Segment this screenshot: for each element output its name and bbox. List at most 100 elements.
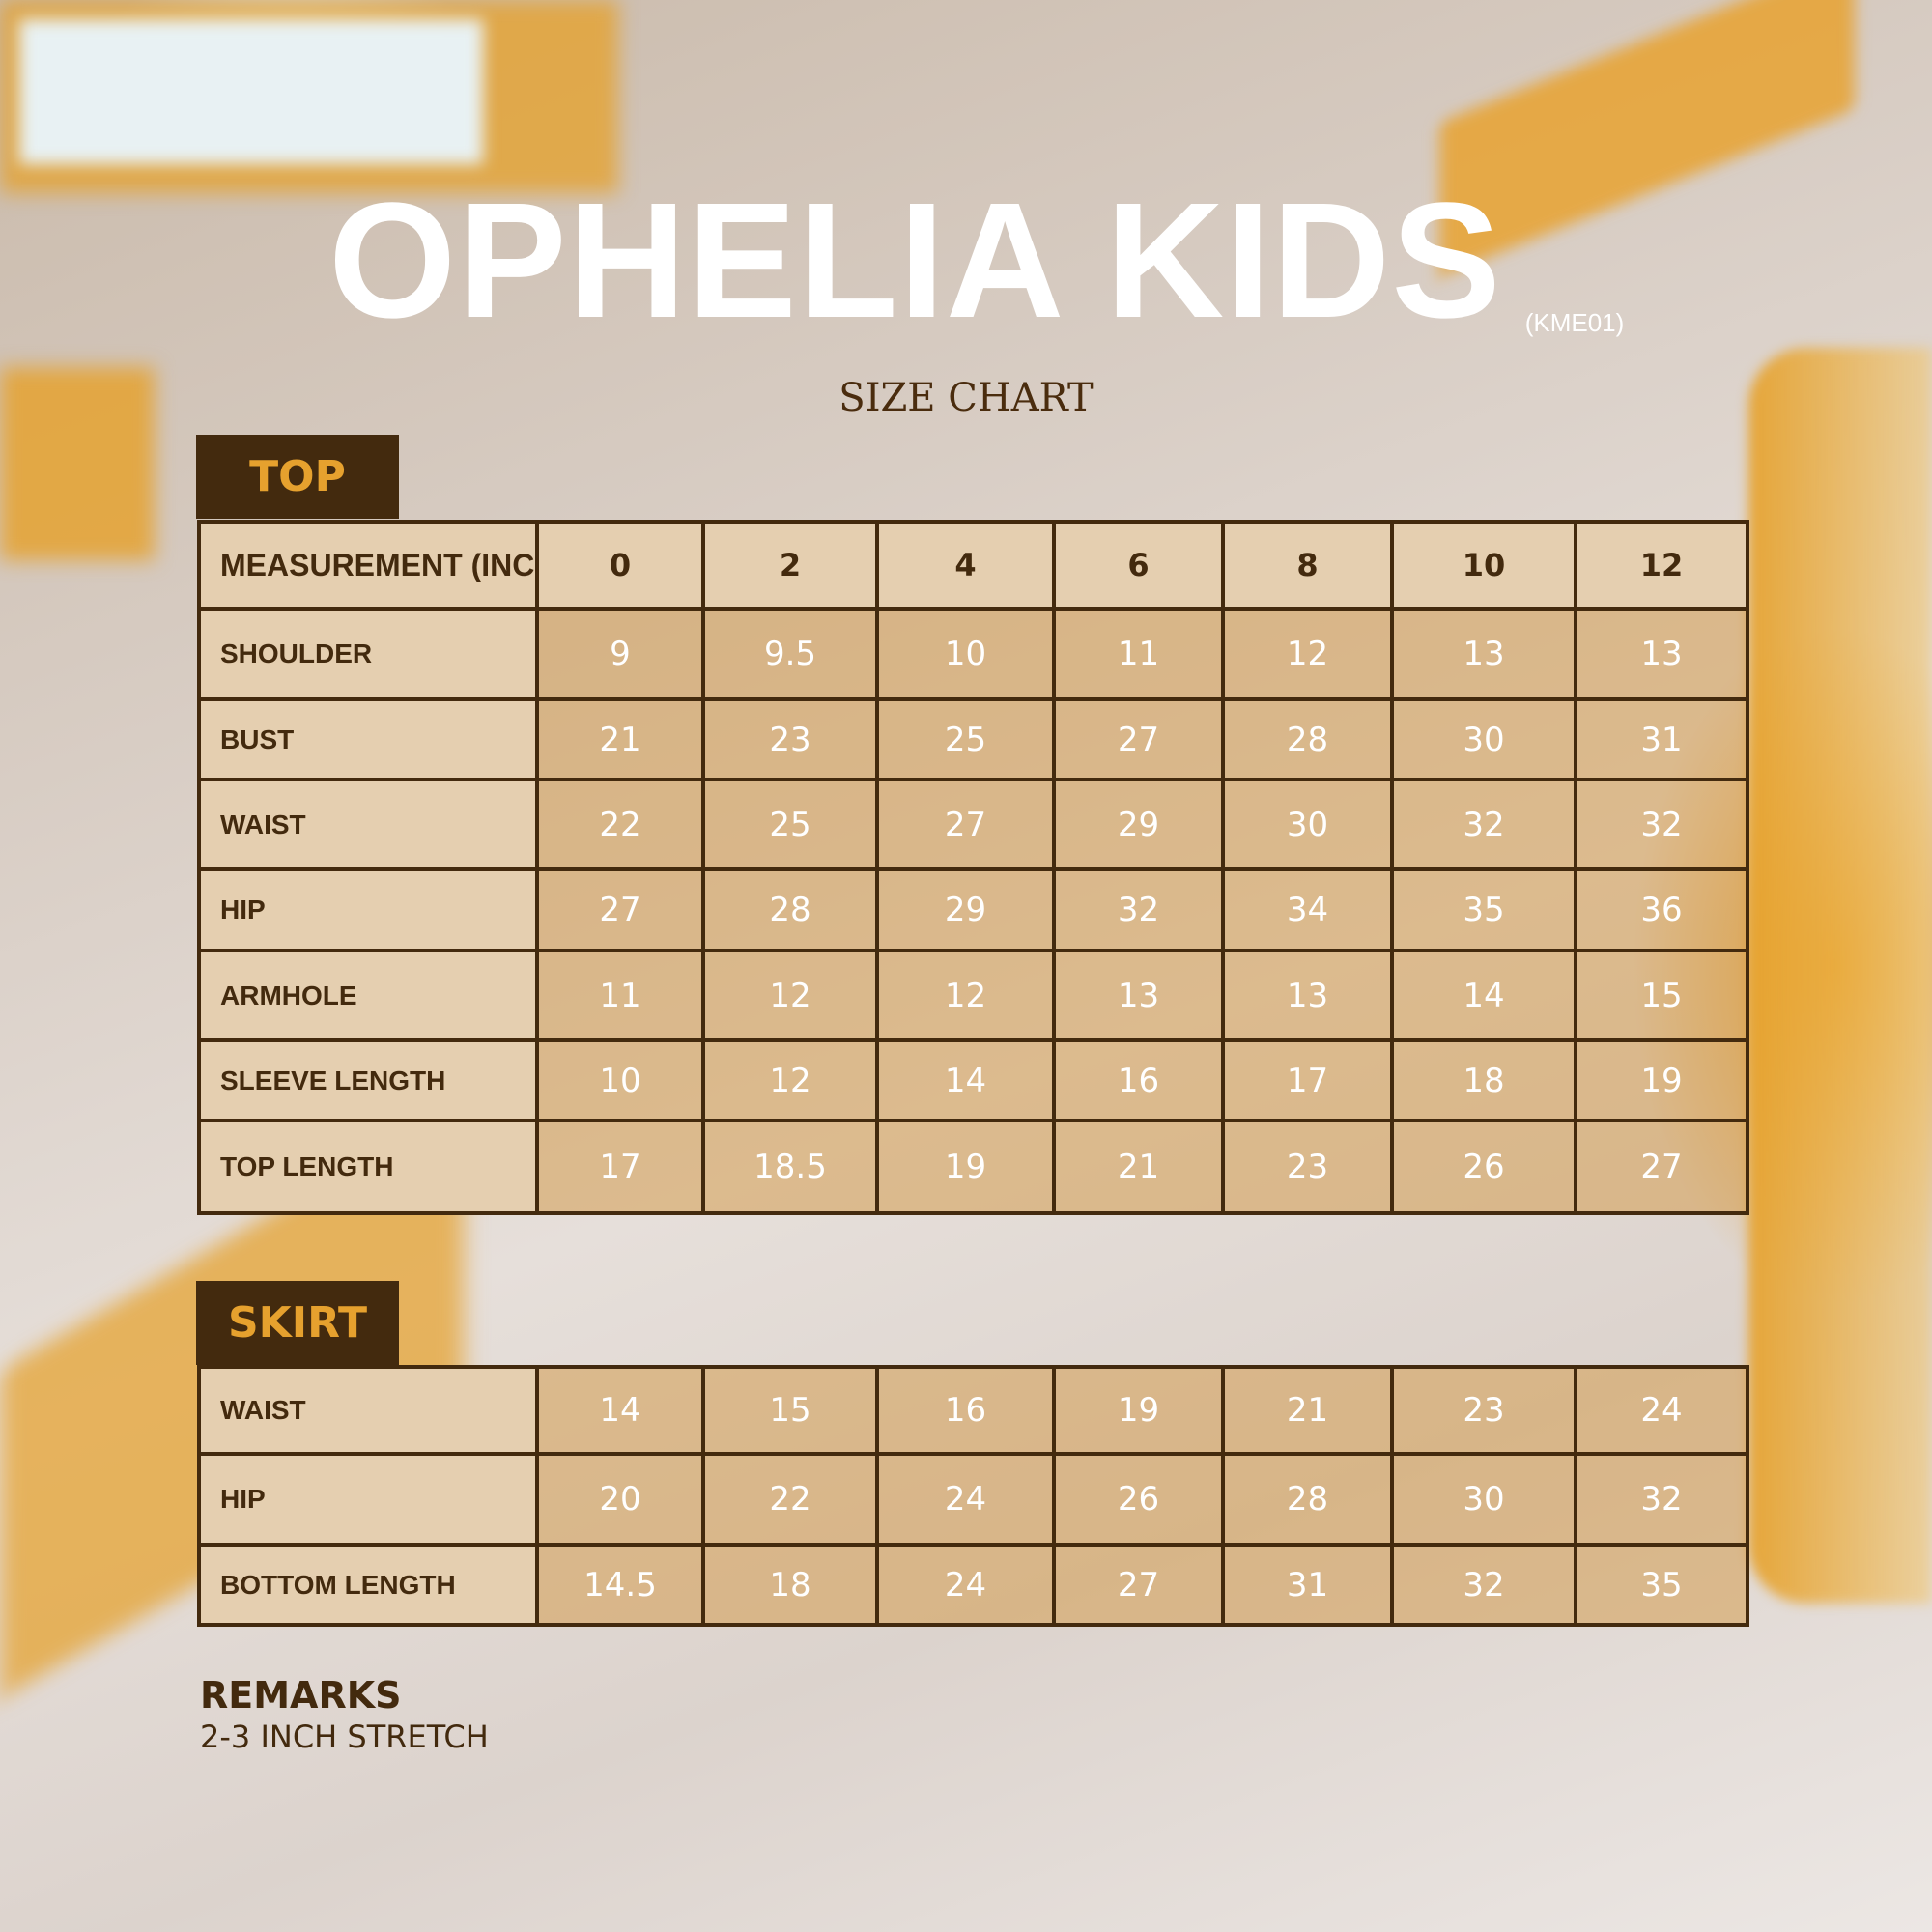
cell-value: 17 bbox=[1221, 1038, 1394, 1122]
cell-value: 14 bbox=[535, 1365, 705, 1456]
cell-value: 11 bbox=[1052, 607, 1225, 701]
cell-value: 13 bbox=[1052, 949, 1225, 1042]
remarks-text: 2-3 INCH STRETCH bbox=[200, 1719, 489, 1755]
cell-value: 26 bbox=[1052, 1452, 1225, 1547]
skirt-size-table: WAIST 14 15 16 19 21 23 24 HIP 20 22 24 26 28 30 32 BOTT… bbox=[197, 1365, 1749, 1627]
cell-value: 35 bbox=[1574, 1543, 1749, 1627]
cell-value: 25 bbox=[701, 778, 879, 871]
size-header: 10 bbox=[1390, 520, 1577, 611]
measurement-header: MEASUREMENT (INCH) bbox=[197, 520, 539, 611]
cell-value: 32 bbox=[1390, 1543, 1577, 1627]
cell-value: 24 bbox=[1574, 1365, 1749, 1456]
cell-value: 27 bbox=[1052, 697, 1225, 781]
cell-value: 27 bbox=[1052, 1543, 1225, 1627]
table-row: TOP LENGTH 17 18.5 19 21 23 26 27 bbox=[197, 1119, 1749, 1215]
cell-value: 23 bbox=[1221, 1119, 1394, 1215]
size-header: 8 bbox=[1221, 520, 1394, 611]
cell-value: 28 bbox=[701, 867, 879, 952]
cell-value: 14.5 bbox=[535, 1543, 705, 1627]
cell-value: 22 bbox=[535, 778, 705, 871]
cell-value: 18 bbox=[701, 1543, 879, 1627]
cell-value: 21 bbox=[1052, 1119, 1225, 1215]
cell-value: 9.5 bbox=[701, 607, 879, 701]
cell-value: 24 bbox=[875, 1543, 1056, 1627]
cell-value: 12 bbox=[701, 949, 879, 1042]
cell-value: 20 bbox=[535, 1452, 705, 1547]
cell-value: 32 bbox=[1052, 867, 1225, 952]
cell-value: 28 bbox=[1221, 697, 1394, 781]
cell-value: 19 bbox=[875, 1119, 1056, 1215]
row-label: BUST bbox=[197, 697, 539, 781]
cell-value: 10 bbox=[535, 1038, 705, 1122]
size-header: 12 bbox=[1574, 520, 1749, 611]
cell-value: 31 bbox=[1221, 1543, 1394, 1627]
table-row: WAIST 14 15 16 19 21 23 24 bbox=[197, 1365, 1749, 1456]
product-code: (KME01) bbox=[1524, 308, 1625, 337]
cell-value: 29 bbox=[875, 867, 1056, 952]
cell-value: 12 bbox=[1221, 607, 1394, 701]
cell-value: 27 bbox=[875, 778, 1056, 871]
cell-value: 35 bbox=[1390, 867, 1577, 952]
cell-value: 28 bbox=[1221, 1452, 1394, 1547]
cell-value: 36 bbox=[1574, 867, 1749, 952]
cell-value: 31 bbox=[1574, 697, 1749, 781]
cell-value: 17 bbox=[535, 1119, 705, 1215]
skirt-section-tab: SKIRT bbox=[196, 1281, 399, 1365]
remarks: REMARKS 2-3 INCH STRETCH bbox=[200, 1673, 489, 1756]
cell-value: 21 bbox=[1221, 1365, 1394, 1456]
cell-value: 15 bbox=[701, 1365, 879, 1456]
cell-value: 30 bbox=[1390, 697, 1577, 781]
cell-value: 14 bbox=[1390, 949, 1577, 1042]
cell-value: 27 bbox=[1574, 1119, 1749, 1215]
title-row: OPHELIA KIDS (KME01) bbox=[328, 179, 1624, 343]
row-label: TOP LENGTH bbox=[197, 1119, 539, 1215]
row-label: ARMHOLE bbox=[197, 949, 539, 1042]
table-row: BOTTOM LENGTH 14.5 18 24 27 31 32 35 bbox=[197, 1543, 1749, 1627]
cell-value: 30 bbox=[1221, 778, 1394, 871]
row-label: SHOULDER bbox=[197, 607, 539, 701]
table-row: ARMHOLE 11 12 12 13 13 14 15 bbox=[197, 949, 1749, 1042]
page-subtitle: SIZE CHART bbox=[838, 376, 1094, 420]
table-row: BUST 21 23 25 27 28 30 31 bbox=[197, 697, 1749, 781]
cell-value: 32 bbox=[1574, 778, 1749, 871]
table-header-row: MEASUREMENT (INCH) 0 2 4 6 8 10 12 bbox=[197, 520, 1749, 611]
cell-value: 15 bbox=[1574, 949, 1749, 1042]
cell-value: 22 bbox=[701, 1452, 879, 1547]
cell-value: 12 bbox=[701, 1038, 879, 1122]
cell-value: 26 bbox=[1390, 1119, 1577, 1215]
cell-value: 14 bbox=[875, 1038, 1056, 1122]
cell-value: 16 bbox=[1052, 1038, 1225, 1122]
row-label: WAIST bbox=[197, 778, 539, 871]
top-size-table: MEASUREMENT (INCH) 0 2 4 6 8 10 12 SHOULDER 9 9.5 1… bbox=[197, 520, 1749, 1215]
cell-value: 19 bbox=[1052, 1365, 1225, 1456]
table-row: SHOULDER 9 9.5 10 11 12 13 13 bbox=[197, 607, 1749, 701]
row-label: SLEEVE LENGTH bbox=[197, 1038, 539, 1122]
cell-value: 34 bbox=[1221, 867, 1394, 952]
size-header: 4 bbox=[875, 520, 1056, 611]
table-row: SLEEVE LENGTH 10 12 14 16 17 18 19 bbox=[197, 1038, 1749, 1122]
cell-value: 13 bbox=[1221, 949, 1394, 1042]
cell-value: 32 bbox=[1390, 778, 1577, 871]
cell-value: 30 bbox=[1390, 1452, 1577, 1547]
table-row: HIP 27 28 29 32 34 35 36 bbox=[197, 867, 1749, 952]
cell-value: 23 bbox=[701, 697, 879, 781]
cell-value: 29 bbox=[1052, 778, 1225, 871]
cell-value: 19 bbox=[1574, 1038, 1749, 1122]
row-label: WAIST bbox=[197, 1365, 539, 1456]
size-header: 2 bbox=[701, 520, 879, 611]
cell-value: 27 bbox=[535, 867, 705, 952]
cell-value: 9 bbox=[535, 607, 705, 701]
cell-value: 11 bbox=[535, 949, 705, 1042]
cell-value: 32 bbox=[1574, 1452, 1749, 1547]
cell-value: 18.5 bbox=[701, 1119, 879, 1215]
cell-value: 25 bbox=[875, 697, 1056, 781]
cell-value: 12 bbox=[875, 949, 1056, 1042]
cell-value: 23 bbox=[1390, 1365, 1577, 1456]
top-section-tab: TOP bbox=[196, 435, 399, 519]
size-header: 0 bbox=[535, 520, 705, 611]
row-label: HIP bbox=[197, 867, 539, 952]
size-header: 6 bbox=[1052, 520, 1225, 611]
cell-value: 10 bbox=[875, 607, 1056, 701]
cell-value: 21 bbox=[535, 697, 705, 781]
row-label: HIP bbox=[197, 1452, 539, 1547]
